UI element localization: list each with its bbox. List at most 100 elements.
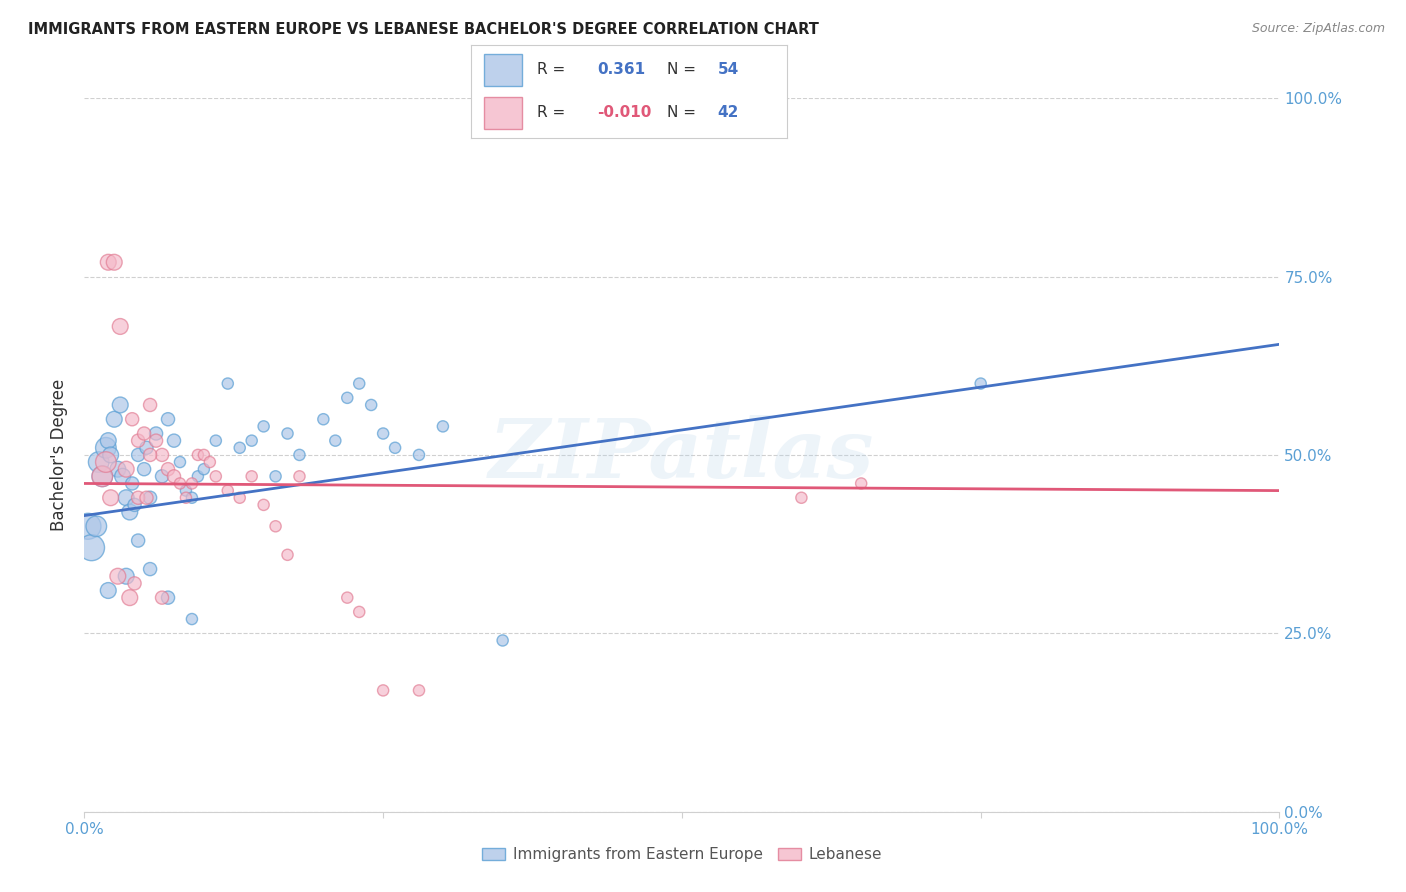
Point (139, 448, 162, 462)
Point (174, 491, 197, 505)
Point (121, 412, 143, 426)
Point (145, 426, 167, 441)
Point (94, 455, 117, 469)
Point (349, 605, 371, 619)
Text: ZIPatlas: ZIPatlas (489, 415, 875, 495)
Point (169, 476, 191, 491)
Point (970, 376, 993, 391)
Point (288, 469, 311, 483)
Point (132, 462, 156, 476)
Point (107, 462, 129, 476)
Point (97, 255, 120, 269)
Point (228, 441, 250, 455)
Text: 54: 54 (718, 62, 740, 78)
Point (107, 569, 129, 583)
Text: N =: N = (668, 105, 696, 120)
Legend: Immigrants from Eastern Europe, Lebanese: Immigrants from Eastern Europe, Lebanese (475, 841, 889, 868)
Point (127, 533, 149, 548)
Point (264, 469, 287, 483)
Point (94, 441, 117, 455)
Point (205, 469, 228, 483)
Point (115, 462, 138, 476)
Point (97, 583, 120, 598)
Point (157, 591, 180, 605)
Point (169, 455, 191, 469)
FancyBboxPatch shape (484, 97, 522, 129)
Point (124, 576, 146, 591)
Point (150, 448, 173, 462)
Point (349, 376, 371, 391)
Text: IMMIGRANTS FROM EASTERN EUROPE VS LEBANESE BACHELOR'S DEGREE CORRELATION CHART: IMMIGRANTS FROM EASTERN EUROPE VS LEBANE… (28, 22, 818, 37)
Point (790, 491, 813, 505)
Point (86, 519, 108, 533)
Point (157, 412, 180, 426)
Point (111, 469, 134, 483)
Point (384, 441, 406, 455)
Point (240, 469, 263, 483)
Point (91, 469, 114, 483)
Text: N =: N = (668, 62, 696, 78)
Point (180, 476, 202, 491)
Point (127, 448, 149, 462)
Point (118, 505, 141, 519)
Text: Source: ZipAtlas.com: Source: ZipAtlas.com (1251, 22, 1385, 36)
Point (432, 419, 454, 434)
Point (80, 541, 103, 555)
Point (87, 455, 110, 469)
Point (193, 462, 215, 476)
Point (217, 483, 239, 498)
Point (492, 633, 515, 648)
Point (240, 434, 263, 448)
Point (205, 434, 228, 448)
Point (139, 562, 162, 576)
Point (127, 491, 149, 505)
Point (100, 491, 122, 505)
Point (849, 476, 872, 491)
Point (253, 419, 276, 434)
Point (150, 469, 173, 483)
Point (187, 448, 209, 462)
Point (157, 462, 180, 476)
Text: -0.010: -0.010 (598, 105, 652, 120)
Point (124, 498, 146, 512)
Point (408, 448, 430, 462)
Text: R =: R = (537, 105, 565, 120)
Text: 0.361: 0.361 (598, 62, 645, 78)
Point (288, 448, 311, 462)
Point (100, 448, 122, 462)
Point (163, 469, 186, 483)
Point (163, 434, 186, 448)
Text: R =: R = (537, 62, 565, 78)
Point (408, 683, 430, 698)
Point (217, 376, 239, 391)
Point (253, 498, 276, 512)
Point (135, 491, 157, 505)
Point (312, 412, 335, 426)
Point (103, 412, 125, 426)
FancyBboxPatch shape (484, 54, 522, 86)
Point (145, 434, 167, 448)
Point (174, 483, 197, 498)
Point (139, 491, 162, 505)
Point (336, 591, 359, 605)
Point (193, 448, 215, 462)
Point (276, 426, 298, 441)
Point (371, 683, 394, 698)
Point (103, 255, 125, 269)
Point (371, 426, 394, 441)
Point (323, 434, 347, 448)
Point (132, 426, 156, 441)
Point (360, 398, 382, 412)
Point (228, 491, 250, 505)
Point (187, 469, 209, 483)
Point (91, 469, 114, 483)
Point (97, 434, 120, 448)
Point (135, 441, 157, 455)
Point (180, 612, 202, 626)
Point (118, 591, 141, 605)
Point (121, 476, 143, 491)
Point (115, 569, 138, 583)
Point (264, 519, 287, 533)
Y-axis label: Bachelor's Degree: Bachelor's Degree (51, 379, 69, 531)
Point (198, 455, 221, 469)
